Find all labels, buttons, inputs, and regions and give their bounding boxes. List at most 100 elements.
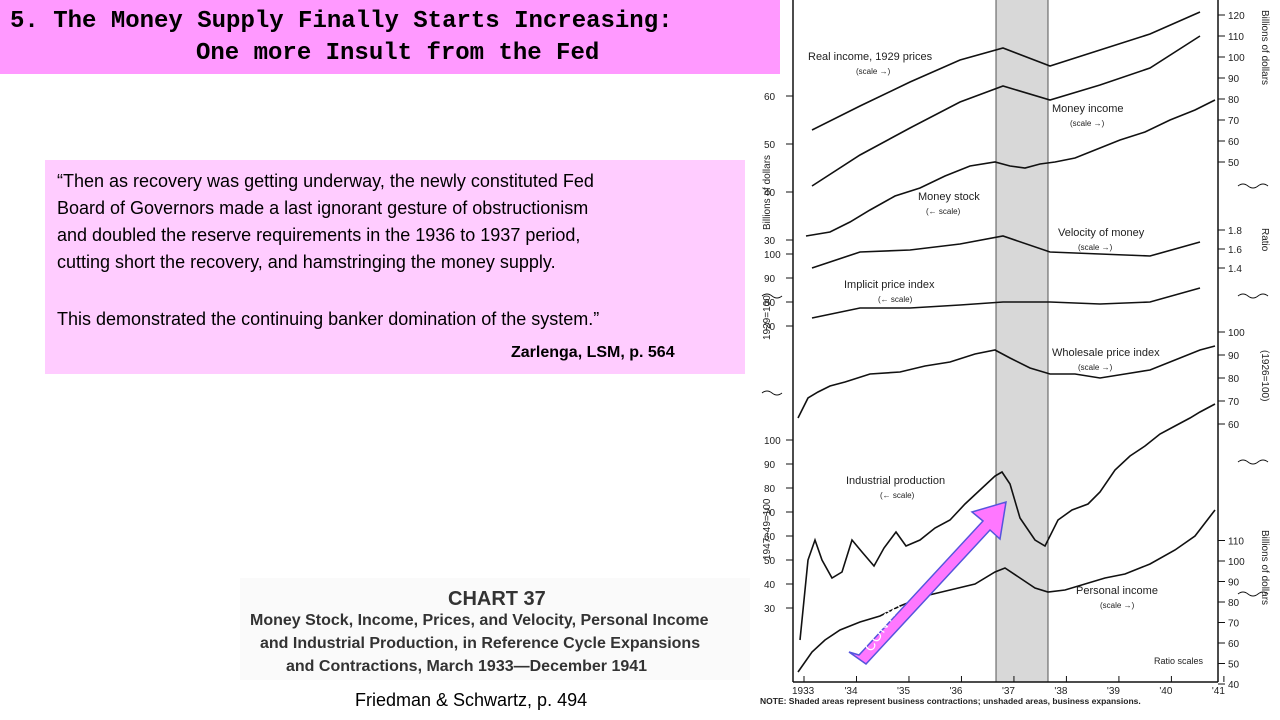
left-tick-label: 50 [764, 140, 776, 151]
quote-line: “Then as recovery was getting underway, … [57, 171, 594, 191]
right-tick-label: 1.4 [1228, 264, 1242, 275]
series-label: Velocity of money [1058, 227, 1145, 239]
series-line [799, 403, 1216, 641]
chart-footnote: NOTE: Shaded areas represent business co… [760, 696, 1141, 706]
left-tick-label: 80 [764, 484, 776, 495]
right-tick-label: 100 [1228, 328, 1245, 339]
series-scale-note: (scale →) [856, 67, 891, 76]
right-tick-label: 1.6 [1228, 245, 1242, 256]
series-label: Money stock [918, 191, 980, 203]
right-tick-label: 80 [1228, 374, 1240, 385]
quote-line: and doubled the reserve requirements in … [57, 225, 581, 245]
right-tick-label: 80 [1228, 598, 1240, 609]
right-tick-label: 100 [1228, 557, 1245, 568]
series-line [811, 35, 1201, 187]
x-tick-label: '34 [844, 686, 857, 697]
quote-line: Board of Governors made a last ignorant … [57, 198, 589, 218]
series-line [797, 345, 1216, 419]
quote-line: cutting short the recovery, and hamstrin… [57, 252, 556, 272]
right-axis-ticks: 50 60 70 80 90 100 110 120 1.4 1.6 1.8 60 70 80 90 100 4… [761, 11, 1269, 691]
left-tick-label: 30 [764, 604, 776, 615]
series-labels: Real income, 1929 prices (scale →) Money i… [808, 51, 1160, 610]
quote-line: This demonstrated the continuing banker … [57, 309, 600, 329]
left-tick-label: 100 [764, 436, 781, 447]
right-tick-label: 90 [1228, 351, 1240, 362]
left-axis-title-top: Billions of dollars [762, 155, 773, 230]
right-tick-label: 120 [1228, 11, 1245, 22]
series-label: Wholesale price index [1052, 347, 1160, 359]
right-tick-label: 60 [1228, 420, 1240, 431]
series-label: Implicit price index [844, 279, 935, 291]
right-tick-label: 110 [1228, 537, 1244, 548]
left-axis-title-mid: 1929=100 [762, 295, 773, 340]
left-axis-title-bottom: 1947–49=100 [762, 498, 773, 560]
series-line [797, 509, 1216, 673]
source-citation: Friedman & Schwartz, p. 494 [355, 690, 588, 710]
series-label: Money income [1052, 103, 1124, 115]
right-tick-label: 1.8 [1228, 226, 1242, 237]
left-tick-label: 70 [764, 322, 776, 333]
series-line [811, 11, 1201, 131]
left-tick-label: 100 [764, 250, 781, 261]
right-axis-title-wholesale: (1926=100) [1259, 350, 1270, 401]
series-label: Personal income [1076, 585, 1158, 597]
right-tick-label: 110 [1228, 32, 1244, 43]
chart-caption-line: and Industrial Production, in Reference … [260, 635, 701, 652]
left-tick-label: 50 [764, 556, 776, 567]
right-axis-title-ratio: Ratio [1259, 228, 1270, 252]
left-tick-label: 70 [764, 508, 776, 519]
chart-caption-line: Money Stock, Income, Prices, and Velocit… [250, 612, 709, 629]
right-axis-title-bottom: Billions of dollars [1259, 530, 1270, 605]
left-tick-label: 40 [764, 580, 776, 591]
series-label: Industrial production [846, 475, 945, 487]
x-tick-label: '35 [897, 686, 910, 697]
quote-attribution: Zarlenga, LSM, p. 564 [511, 344, 675, 361]
chart-number: CHART 37 [448, 588, 546, 610]
x-tick-label: '36 [949, 686, 962, 697]
left-tick-label: 90 [764, 274, 776, 285]
left-tick-label: 80 [764, 298, 776, 309]
contraction-arrow [848, 500, 1007, 665]
series-scale-note: (scale →) [1100, 601, 1135, 610]
right-tick-label: 80 [1228, 95, 1240, 106]
x-tick-label: '38 [1054, 686, 1067, 697]
scale-break-mark [1237, 459, 1269, 465]
x-tick-label: '40 [1159, 686, 1172, 697]
scale-break-mark [761, 390, 783, 396]
scale-break-mark [1237, 183, 1269, 189]
right-tick-label: 60 [1228, 137, 1240, 148]
right-tick-label: 90 [1228, 74, 1240, 85]
series-scale-note: (← scale) [878, 295, 913, 304]
series-label: Real income, 1929 prices [808, 51, 933, 63]
ratio-scales-note: Ratio scales [1154, 656, 1204, 666]
chart-caption: CHART 37 Money Stock, Income, Prices, an… [240, 578, 750, 680]
right-tick-label: 100 [1228, 53, 1245, 64]
scale-break-mark [761, 293, 783, 299]
series-scale-note: (scale →) [1070, 119, 1105, 128]
title-bar: 5. The Money Supply Finally Starts Incre… [0, 0, 780, 74]
series-line [811, 287, 1201, 319]
right-tick-label: 50 [1228, 660, 1240, 671]
series-scale-note: (← scale) [926, 207, 961, 216]
right-tick-label: 70 [1228, 619, 1240, 630]
right-tick-label: 90 [1228, 578, 1240, 589]
left-tick-label: 90 [764, 460, 776, 471]
right-tick-label: 60 [1228, 639, 1240, 650]
series-line [805, 99, 1216, 237]
scale-break-mark [1237, 293, 1269, 299]
quote-box: “Then as recovery was getting underway, … [45, 160, 745, 374]
left-tick-label: 60 [764, 532, 776, 543]
x-tick-label: '39 [1107, 686, 1120, 697]
right-tick-label: 70 [1228, 397, 1240, 408]
right-axis-title-top: Billions of dollars [1259, 10, 1270, 85]
series-scale-note: (← scale) [880, 491, 915, 500]
right-tick-label: 70 [1228, 116, 1240, 127]
series-lines [797, 11, 1216, 673]
x-tick-label: 1933 [792, 686, 815, 697]
right-tick-label: 40 [1228, 680, 1240, 691]
series-scale-note: (scale →) [1078, 363, 1113, 372]
x-tick-label: '37 [1002, 686, 1015, 697]
scale-break-mark [1237, 591, 1269, 597]
x-axis-ticks: 1933 '34 '35 '36 '37 '38 '39 '40 '41 [792, 676, 1225, 697]
right-tick-label: 50 [1228, 158, 1240, 169]
